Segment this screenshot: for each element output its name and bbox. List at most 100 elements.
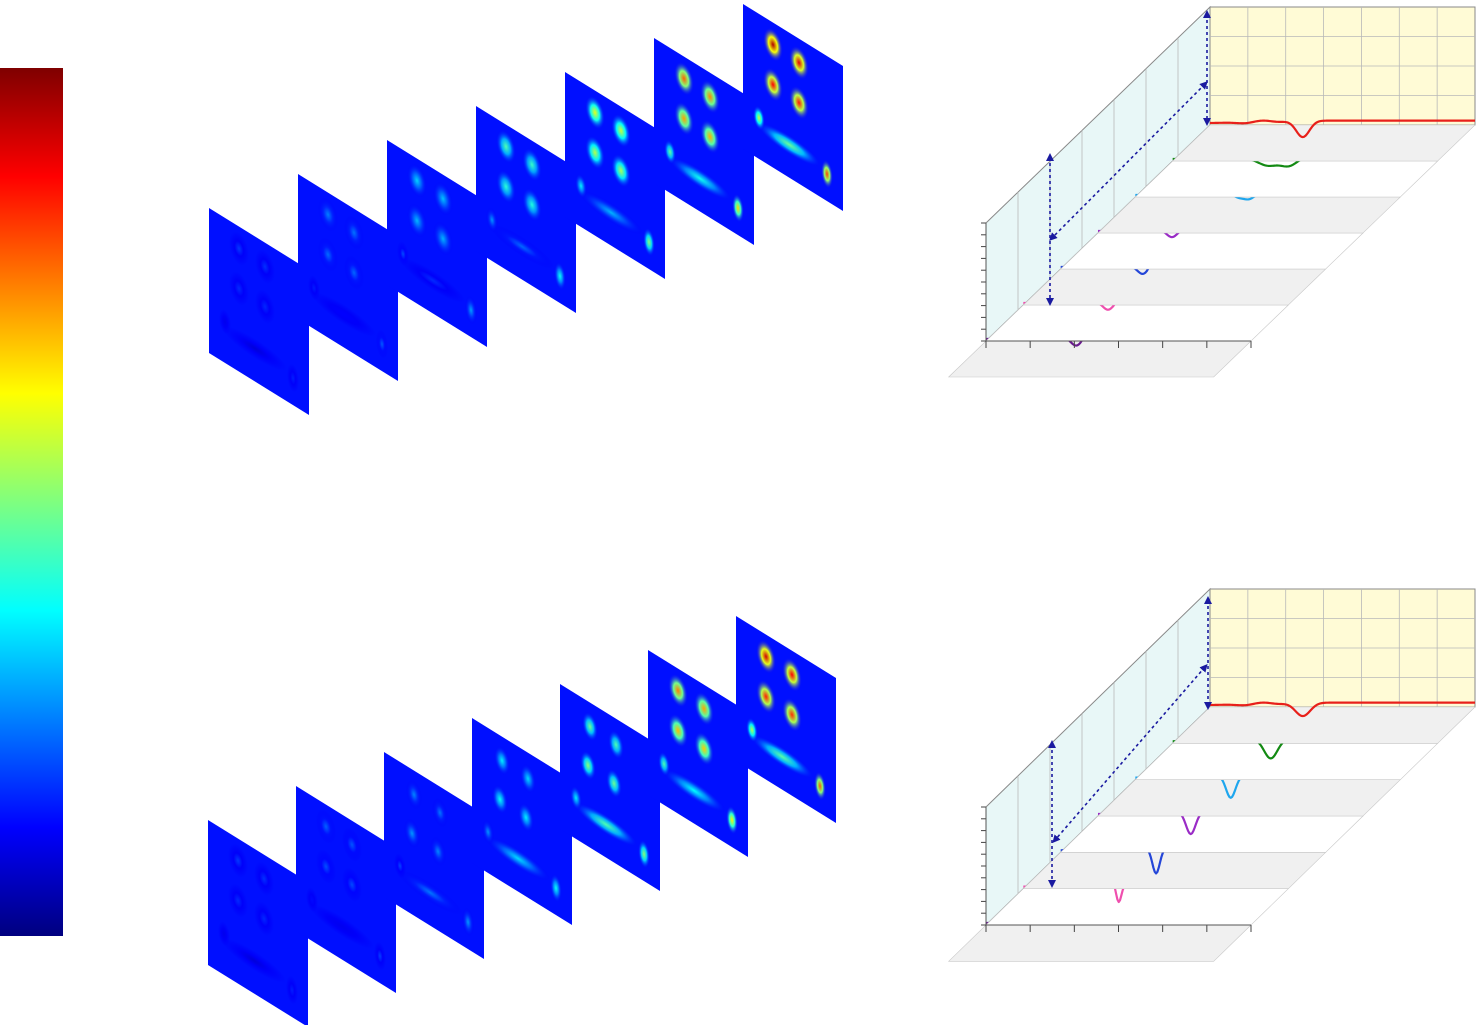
hotspot-2 [344,215,364,250]
hotspot-6 [462,907,474,937]
hotspot-4 [344,255,364,290]
field-map-stack-bottom [208,616,836,1025]
bottom-map-frame-1 [208,820,308,1025]
hotspot-4 [433,221,453,256]
hotspot-5 [222,938,286,983]
hotspot-6 [287,363,299,393]
hotspot-2 [694,691,714,726]
hotspot-6 [550,873,562,903]
hotspot-5 [668,156,732,201]
hotspot-1 [406,779,422,810]
hotspot-6 [821,159,833,189]
series-1-line [1209,119,1475,139]
hotspot-7 [664,139,676,165]
floor-strip [1022,268,1327,306]
hotspot-6 [814,771,826,801]
dashed-arrow-3 [1049,81,1208,241]
hotspot-3 [404,818,420,849]
hotspot-2 [522,147,542,182]
hotspot-3 [763,67,783,102]
hotspot-1 [668,673,688,708]
hotspot-7 [218,921,230,947]
hotspot-7 [394,853,406,879]
hotspot-3 [492,784,508,815]
hotspot-6 [638,839,650,869]
hotspot-4 [430,836,446,867]
top-map-frame-3 [387,140,487,348]
hotspot-1 [585,95,605,130]
hotspot-2 [782,657,802,692]
hotspot-3 [229,271,249,306]
hotspot-6 [732,193,744,223]
hotspot-7 [482,819,494,845]
floor-strip [947,340,1252,378]
floor-strip [1059,232,1364,270]
floor-strip [985,304,1290,342]
floor-strip [1097,196,1402,234]
floor-strip [947,924,1252,962]
top-map-frame-2 [298,174,398,382]
hotspot-7 [397,241,409,267]
hotspot-6 [465,295,477,325]
hotspot-4 [782,697,802,732]
hotspot-4 [694,731,714,766]
hotspot-5 [579,190,643,235]
hotspot-4 [606,768,622,799]
hotspot-7 [306,887,318,913]
hotspot-4 [255,289,275,324]
hotspot-3 [585,135,605,170]
hotspot-2 [611,113,631,148]
hotspot-5 [490,224,554,269]
hotspot-6 [726,805,738,835]
top-map-frame-1 [209,208,309,416]
floor-strip [1134,743,1439,780]
hotspot-5 [574,802,638,847]
hotspot-6 [643,227,655,257]
hotspot-5 [757,122,821,167]
hotspot-1 [407,163,427,198]
hotspot-7 [746,717,758,743]
hotspot-1 [582,711,598,742]
hotspot-7 [219,309,231,335]
floor-strip [1022,852,1327,889]
hotspot-1 [494,745,510,776]
hotspot-6 [376,329,388,359]
hotspot-2 [433,181,453,216]
top-map-frame-7 [743,4,843,212]
hotspot-5 [310,904,374,949]
hotspot-4 [522,187,542,222]
hotspot-2 [520,763,536,794]
bottom-map-frame-5 [560,684,660,892]
floor-strip [1097,779,1402,817]
hotspot-4 [789,85,809,120]
hotspot-1 [756,639,776,674]
floor-strip [1171,706,1476,744]
floor-strip [1171,124,1476,162]
hotspot-2 [789,45,809,80]
hotspot-6 [286,975,298,1005]
hotspot-4 [254,901,274,936]
hotspot-1 [318,197,338,232]
hotspot-7 [308,275,320,301]
hotspot-2 [342,827,362,862]
hotspot-3 [407,203,427,238]
hotspot-2 [255,249,275,284]
hotspot-3 [580,750,596,781]
hotspot-1 [496,129,516,164]
waterfall-chart-bottom [947,587,1476,962]
hotspot-4 [700,119,720,154]
bottom-map-frame-2 [296,786,396,994]
hotspot-2 [700,79,720,114]
hotspot-4 [611,153,631,188]
hotspot-5 [662,768,726,813]
dashed-arrow-3 [1052,663,1208,844]
hotspot-7 [658,751,670,777]
hotspot-6 [554,261,566,291]
hotspot-3 [496,169,516,204]
hotspot-3 [318,237,338,272]
hotspot-1 [229,231,249,266]
hotspot-5 [401,258,465,303]
hotspot-1 [316,809,336,844]
hotspot-7 [570,785,582,811]
